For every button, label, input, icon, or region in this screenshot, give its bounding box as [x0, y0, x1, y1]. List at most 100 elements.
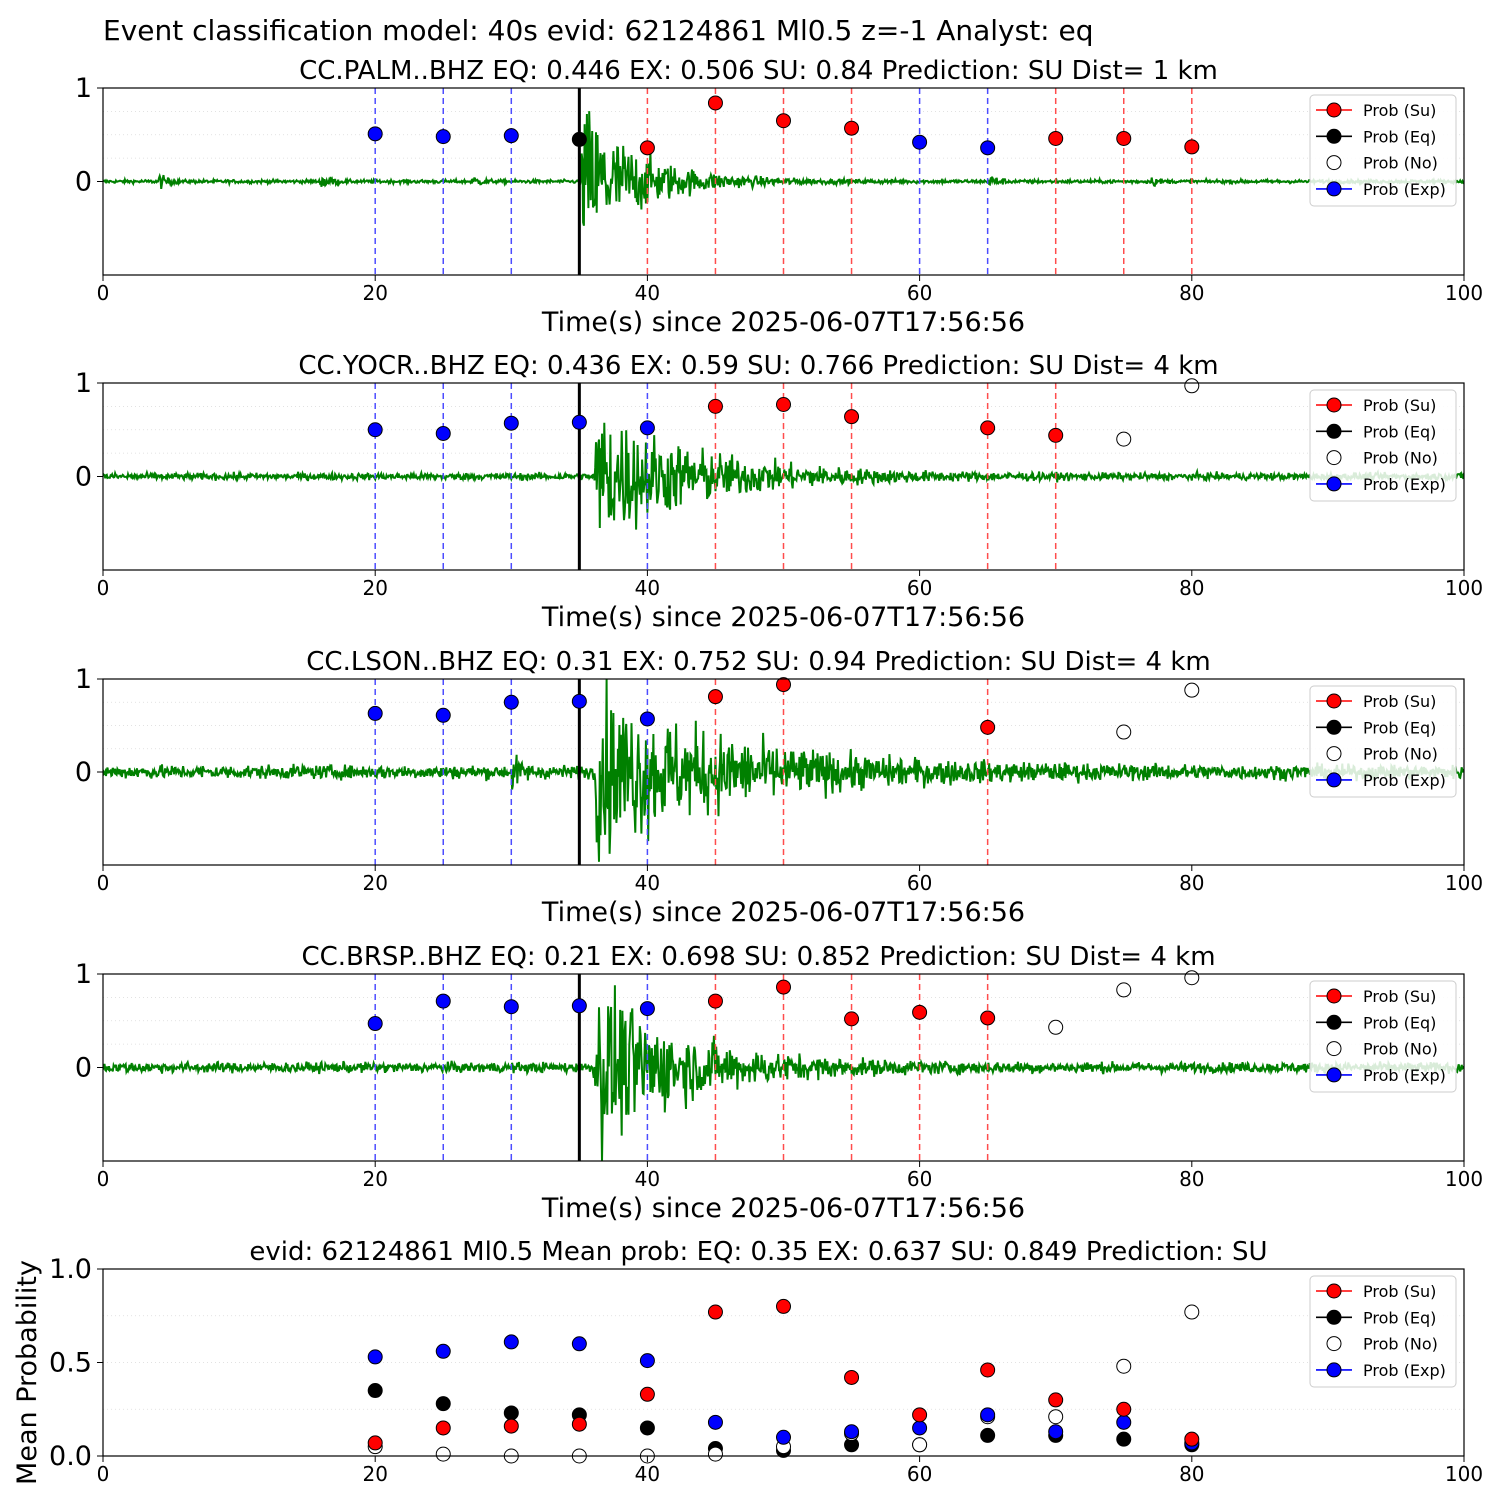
y-tick-label: 1	[75, 664, 92, 695]
x-axis-label: Time(s) since 2025-06-07T17:56:56	[541, 602, 1025, 633]
panel-title: CC.YOCR..BHZ EQ: 0.436 EX: 0.59 SU: 0.76…	[298, 351, 1218, 381]
panel-title: evid: 62124861 Ml0.5 Mean prob: EQ: 0.35…	[249, 1237, 1267, 1267]
legend-label-exp: Prob (Exp)	[1363, 771, 1446, 790]
point-exp	[639, 1353, 655, 1369]
x-tick-label: 60	[907, 1462, 932, 1486]
legend-marker-su	[1326, 1283, 1342, 1299]
point-exp	[367, 705, 383, 721]
panel-title: CC.PALM..BHZ EQ: 0.446 EX: 0.506 SU: 0.8…	[299, 56, 1218, 86]
x-tick-label: 0	[97, 576, 110, 600]
legend-label-no: Prob (No)	[1363, 449, 1438, 468]
point-su	[776, 397, 791, 413]
x-tick-label: 100	[1445, 871, 1483, 895]
legend-label-su: Prob (Su)	[1363, 692, 1436, 711]
point-exp	[435, 129, 451, 145]
x-tick-label: 80	[1179, 871, 1204, 895]
point-su	[912, 1407, 928, 1423]
point-su	[980, 1362, 996, 1378]
point-exp	[1048, 1424, 1064, 1440]
x-axis-label: Time(s) since 2025-06-07T17:56:56	[541, 307, 1025, 338]
legend-label-su: Prob (Su)	[1363, 987, 1436, 1006]
legend: Prob (Su) Prob (Eq) Prob (No) Prob (Exp)	[1309, 389, 1457, 502]
legend-label-su: Prob (Su)	[1363, 396, 1436, 415]
point-no	[1116, 724, 1132, 740]
point-exp	[844, 1424, 860, 1440]
legend-box	[1309, 1275, 1457, 1388]
point-eq	[367, 1383, 383, 1399]
x-tick-label: 60	[907, 281, 932, 305]
legend-box	[1309, 94, 1457, 207]
legend: Prob (Su) Prob (Eq) Prob (No) Prob (Exp)	[1309, 94, 1457, 207]
legend-marker-no	[1326, 1041, 1342, 1057]
point-su	[707, 95, 723, 111]
figure-title: Event classification model: 40s evid: 62…	[103, 14, 1094, 47]
x-tick-label: 0	[97, 1462, 110, 1486]
x-tick-label: 40	[635, 281, 660, 305]
x-tick-label: 20	[362, 1462, 387, 1486]
x-tick-label: 80	[1179, 576, 1204, 600]
point-su	[776, 1298, 791, 1314]
legend: Prob (Su) Prob (Eq) Prob (No) Prob (Exp)	[1309, 1275, 1457, 1388]
legend-label-exp: Prob (Exp)	[1363, 475, 1446, 494]
panel-title: CC.LSON..BHZ EQ: 0.31 EX: 0.752 SU: 0.94…	[306, 647, 1210, 677]
point-su	[1116, 130, 1132, 146]
y-tick-label: 0	[75, 167, 92, 198]
point-su	[1184, 139, 1200, 155]
y-axis-label: Mean Probability	[12, 1260, 43, 1485]
panel-1: CC.PALM..BHZ EQ: 0.446 EX: 0.506 SU: 0.8…	[75, 56, 1483, 338]
y-tick-label: 1.0	[49, 1254, 92, 1285]
point-eq	[1116, 1431, 1132, 1447]
x-tick-label: 20	[362, 871, 387, 895]
legend-marker-no	[1326, 1336, 1342, 1352]
point-eq	[503, 1405, 519, 1421]
point-no	[912, 1437, 928, 1453]
legend-marker-no	[1326, 155, 1342, 171]
point-exp	[503, 415, 519, 431]
point-su	[707, 1304, 723, 1320]
panel-5: evid: 62124861 Ml0.5 Mean prob: EQ: 0.35…	[12, 1237, 1483, 1486]
legend-marker-no	[1326, 450, 1342, 466]
legend-box	[1309, 980, 1457, 1093]
legend-marker-eq	[1326, 1309, 1342, 1325]
legend-label-eq: Prob (Eq)	[1363, 1013, 1436, 1032]
x-tick-label: 80	[1179, 281, 1204, 305]
point-eq	[571, 131, 587, 147]
legend: Prob (Su) Prob (Eq) Prob (No) Prob (Exp)	[1309, 980, 1457, 1093]
point-su	[776, 979, 791, 995]
y-tick-label: 0	[75, 462, 92, 493]
legend-box	[1309, 685, 1457, 798]
point-exp	[503, 1334, 519, 1350]
legend-marker-eq	[1326, 1014, 1342, 1030]
x-tick-label: 100	[1445, 1462, 1483, 1486]
point-no	[1048, 1409, 1064, 1425]
y-tick-label: 1	[75, 959, 92, 990]
legend-marker-exp	[1326, 1362, 1342, 1378]
point-su	[503, 1418, 519, 1434]
legend-marker-exp	[1326, 772, 1342, 788]
point-no	[1184, 682, 1200, 698]
point-su	[844, 1369, 860, 1385]
point-su	[912, 1004, 928, 1020]
x-tick-label: 100	[1445, 576, 1483, 600]
point-su	[707, 398, 723, 414]
point-exp	[980, 140, 996, 156]
point-exp	[571, 414, 587, 430]
legend-label-no: Prob (No)	[1363, 1040, 1438, 1059]
point-exp	[639, 420, 655, 436]
point-su	[980, 719, 996, 735]
x-tick-label: 80	[1179, 1462, 1204, 1486]
point-exp	[776, 1429, 791, 1445]
legend-label-no: Prob (No)	[1363, 1335, 1438, 1354]
point-exp	[571, 693, 587, 709]
point-exp	[980, 1407, 996, 1423]
point-exp	[639, 1001, 655, 1017]
legend-box	[1309, 389, 1457, 502]
point-su	[367, 1435, 383, 1451]
x-tick-label: 100	[1445, 1167, 1483, 1191]
x-tick-label: 80	[1179, 1167, 1204, 1191]
legend-label-exp: Prob (Exp)	[1363, 1361, 1446, 1380]
panel-4: CC.BRSP..BHZ EQ: 0.21 EX: 0.698 SU: 0.85…	[75, 942, 1483, 1224]
point-exp	[435, 707, 451, 723]
x-tick-label: 0	[97, 1167, 110, 1191]
x-tick-label: 60	[907, 1167, 932, 1191]
